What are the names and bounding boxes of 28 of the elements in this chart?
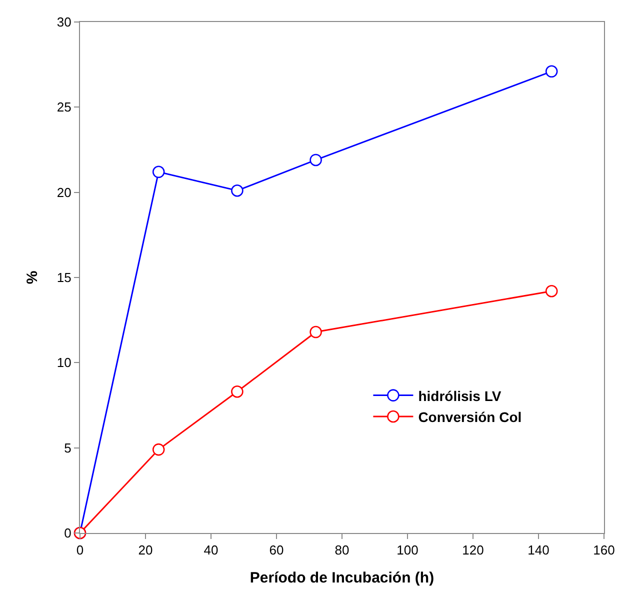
y-tick-label: 15 (56, 270, 72, 286)
y-tick-label: 10 (56, 355, 72, 370)
y-tick-label: 5 (64, 440, 72, 456)
point (310, 326, 322, 338)
point (152, 166, 165, 178)
x-tick-label: 120 (462, 542, 484, 558)
x-tick-label: 20 (138, 542, 153, 558)
x-tick-label: 60 (269, 542, 284, 558)
x-tick-label: 80 (334, 542, 350, 558)
point (152, 443, 165, 456)
y-tick-label: 20 (56, 184, 72, 200)
y-tick-label: 0 (64, 526, 72, 541)
x-tick-label: 140 (528, 542, 550, 558)
y-tick-label: 25 (56, 100, 72, 115)
y-axis-title: % (24, 270, 42, 284)
y-tick-label: 30 (56, 14, 72, 30)
x-tick-label: 100 (396, 542, 418, 558)
point (545, 65, 558, 78)
x-tick-label: 0 (76, 542, 84, 558)
legend-label: hidrólisis LV (418, 388, 502, 404)
point (231, 385, 244, 398)
point (310, 154, 322, 166)
x-tick-label: 40 (204, 542, 218, 558)
point (545, 284, 558, 298)
legend-label: Conversión Col (418, 408, 522, 425)
point (231, 184, 244, 197)
x-axis-title: Período de Incubación (h) (250, 570, 434, 587)
x-tick-label: 160 (593, 542, 615, 558)
